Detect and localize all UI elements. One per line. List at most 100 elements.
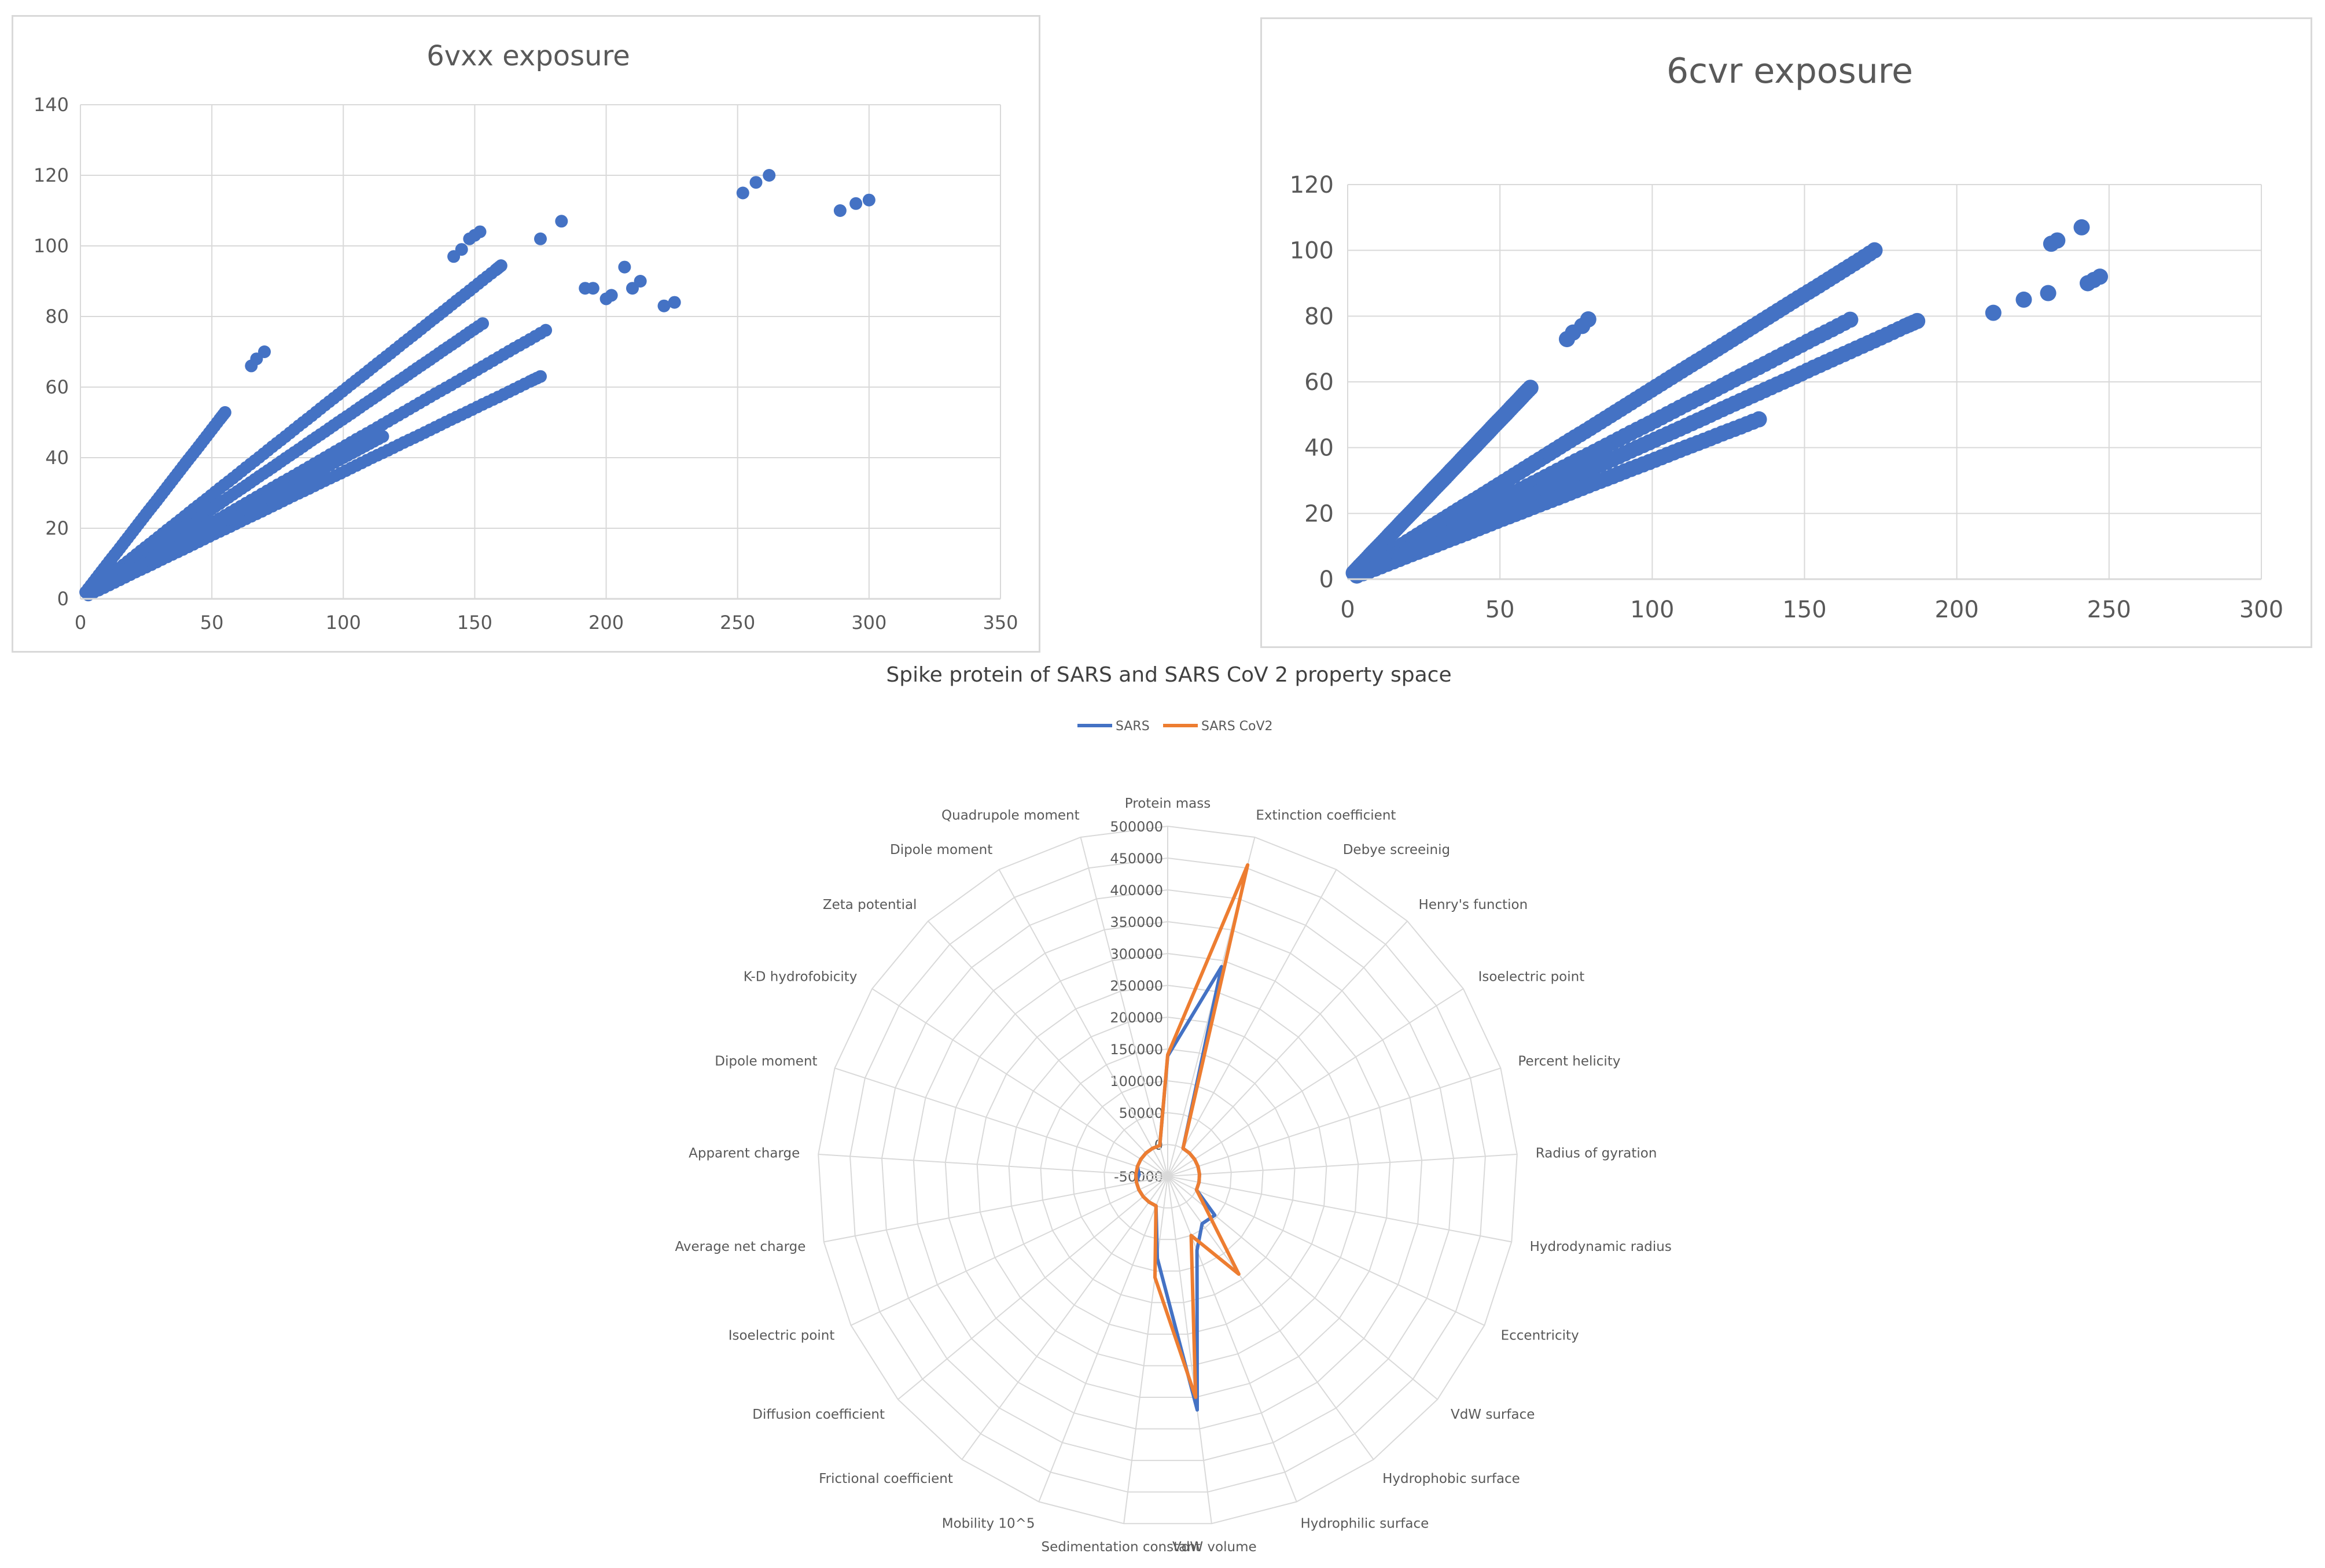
data-point — [297, 484, 311, 498]
data-point — [376, 446, 389, 459]
radar-category-label: Debye screeinig — [1343, 842, 1450, 857]
data-point — [1598, 454, 1615, 470]
data-point — [1470, 520, 1487, 537]
data-point — [1580, 477, 1596, 494]
data-point — [1507, 506, 1524, 522]
data-point — [248, 454, 262, 468]
radar-category-label: Quadrupole moment — [941, 808, 1080, 823]
data-point — [1745, 413, 1761, 430]
data-point — [439, 415, 453, 429]
data-point — [502, 385, 516, 399]
data-point — [1708, 404, 1724, 421]
radar-title: Spike protein of SARS and SARS CoV 2 pro… — [886, 663, 1451, 687]
radar-spoke — [1167, 869, 1337, 1177]
data-point — [458, 288, 472, 301]
x-tick-label: 50 — [1485, 597, 1515, 623]
data-point — [455, 243, 468, 256]
radar-grid-ring — [1072, 1080, 1264, 1272]
data-point — [1580, 447, 1596, 463]
data-point — [2040, 285, 2057, 301]
data-point — [1452, 527, 1469, 544]
data-point — [1818, 354, 1834, 371]
data-point — [2049, 232, 2066, 249]
x-tick-label: 0 — [75, 612, 86, 634]
data-point — [1726, 395, 1743, 412]
data-point — [371, 432, 385, 446]
data-point — [1690, 435, 1706, 451]
data-point — [1708, 381, 1724, 397]
radar-spoke — [1167, 1176, 1212, 1524]
radar-spoke — [998, 869, 1168, 1177]
data-point — [736, 186, 749, 200]
data-point — [439, 381, 453, 395]
radar-category-label: Diffusion coefficient — [752, 1407, 885, 1422]
data-point — [1781, 371, 1798, 388]
chart-title: 6vxx exposure — [426, 40, 630, 72]
radar-grid-ring — [849, 857, 1486, 1493]
data-point — [668, 296, 681, 309]
data-point — [1690, 390, 1706, 407]
data-point — [470, 400, 484, 414]
radar-spoke — [1167, 988, 1464, 1177]
data-point — [1726, 371, 1743, 388]
data-point — [1543, 492, 1560, 509]
legend-label: SARS — [1116, 719, 1150, 734]
y-tick-label: 0 — [57, 588, 69, 610]
radar-category-label: Radius of gyration — [1536, 1146, 1657, 1161]
radar-category-label: Isoelectric point — [729, 1328, 835, 1344]
data-point — [329, 469, 342, 483]
data-point — [833, 204, 847, 217]
x-tick-label: 350 — [983, 612, 1018, 634]
x-tick-label: 200 — [588, 612, 624, 634]
x-tick-label: 200 — [1934, 597, 1978, 623]
y-tick-label: 80 — [45, 305, 69, 327]
data-point — [1905, 314, 1922, 331]
radar-spoke — [871, 988, 1168, 1177]
radar-spoke — [823, 1176, 1168, 1243]
radar-grid-ring — [1103, 1111, 1232, 1241]
data-point — [472, 320, 485, 333]
y-tick-label: 40 — [45, 447, 69, 469]
data-point — [2092, 268, 2109, 285]
data-point — [1835, 315, 1852, 332]
data-point — [1872, 329, 1889, 346]
radar-spoke — [1167, 1176, 1485, 1326]
data-point — [1520, 381, 1537, 398]
data-point — [407, 431, 421, 444]
data-point — [530, 371, 543, 385]
chart-6cvr-panel: 6cvr exposure 0 20 40 60 80 100 120 0 50 100 150 200… — [1260, 17, 2312, 648]
y-tick-label: 40 — [1304, 435, 1334, 462]
radar-grid-ring — [818, 825, 1518, 1525]
radar-tick-label: 400000 — [1110, 882, 1163, 899]
data-point — [455, 372, 468, 385]
data-point — [763, 169, 776, 182]
data-point — [1635, 418, 1651, 435]
radar-category-label: Apparent charge — [689, 1146, 800, 1161]
data-point — [235, 465, 248, 478]
radar-chart-panel: Spike protein of SARS and SARS CoV 2 pro… — [675, 660, 1672, 1562]
data-point — [1653, 449, 1670, 466]
y-tick-label: 140 — [34, 94, 69, 116]
x-tick-label: 0 — [1340, 597, 1355, 623]
data-point — [502, 345, 516, 358]
data-point — [1671, 441, 1688, 458]
radar-category-label: Zeta potential — [823, 897, 917, 912]
radar-category-label: VdW surface — [1451, 1407, 1535, 1422]
radar-tick-label: 200000 — [1110, 1010, 1163, 1026]
data-point — [1781, 343, 1798, 359]
y-tick-label: 80 — [1304, 303, 1334, 330]
radar-category-label: Hydrophilic surface — [1300, 1517, 1429, 1532]
y-tick-label: 120 — [1290, 172, 1334, 198]
data-point — [1580, 311, 1596, 328]
radar-spoke — [928, 921, 1168, 1177]
data-point — [392, 439, 405, 452]
radar-spoke — [961, 1176, 1168, 1460]
data-point — [406, 329, 419, 343]
radar-category-label: Average net charge — [675, 1239, 805, 1254]
y-tick-label: 100 — [1290, 238, 1334, 264]
y-tick-label: 60 — [1304, 369, 1334, 396]
data-point — [1360, 562, 1377, 579]
data-point — [407, 399, 421, 413]
radar-category-label: Henry's function — [1419, 897, 1528, 912]
radar-spoke — [1123, 1176, 1168, 1524]
